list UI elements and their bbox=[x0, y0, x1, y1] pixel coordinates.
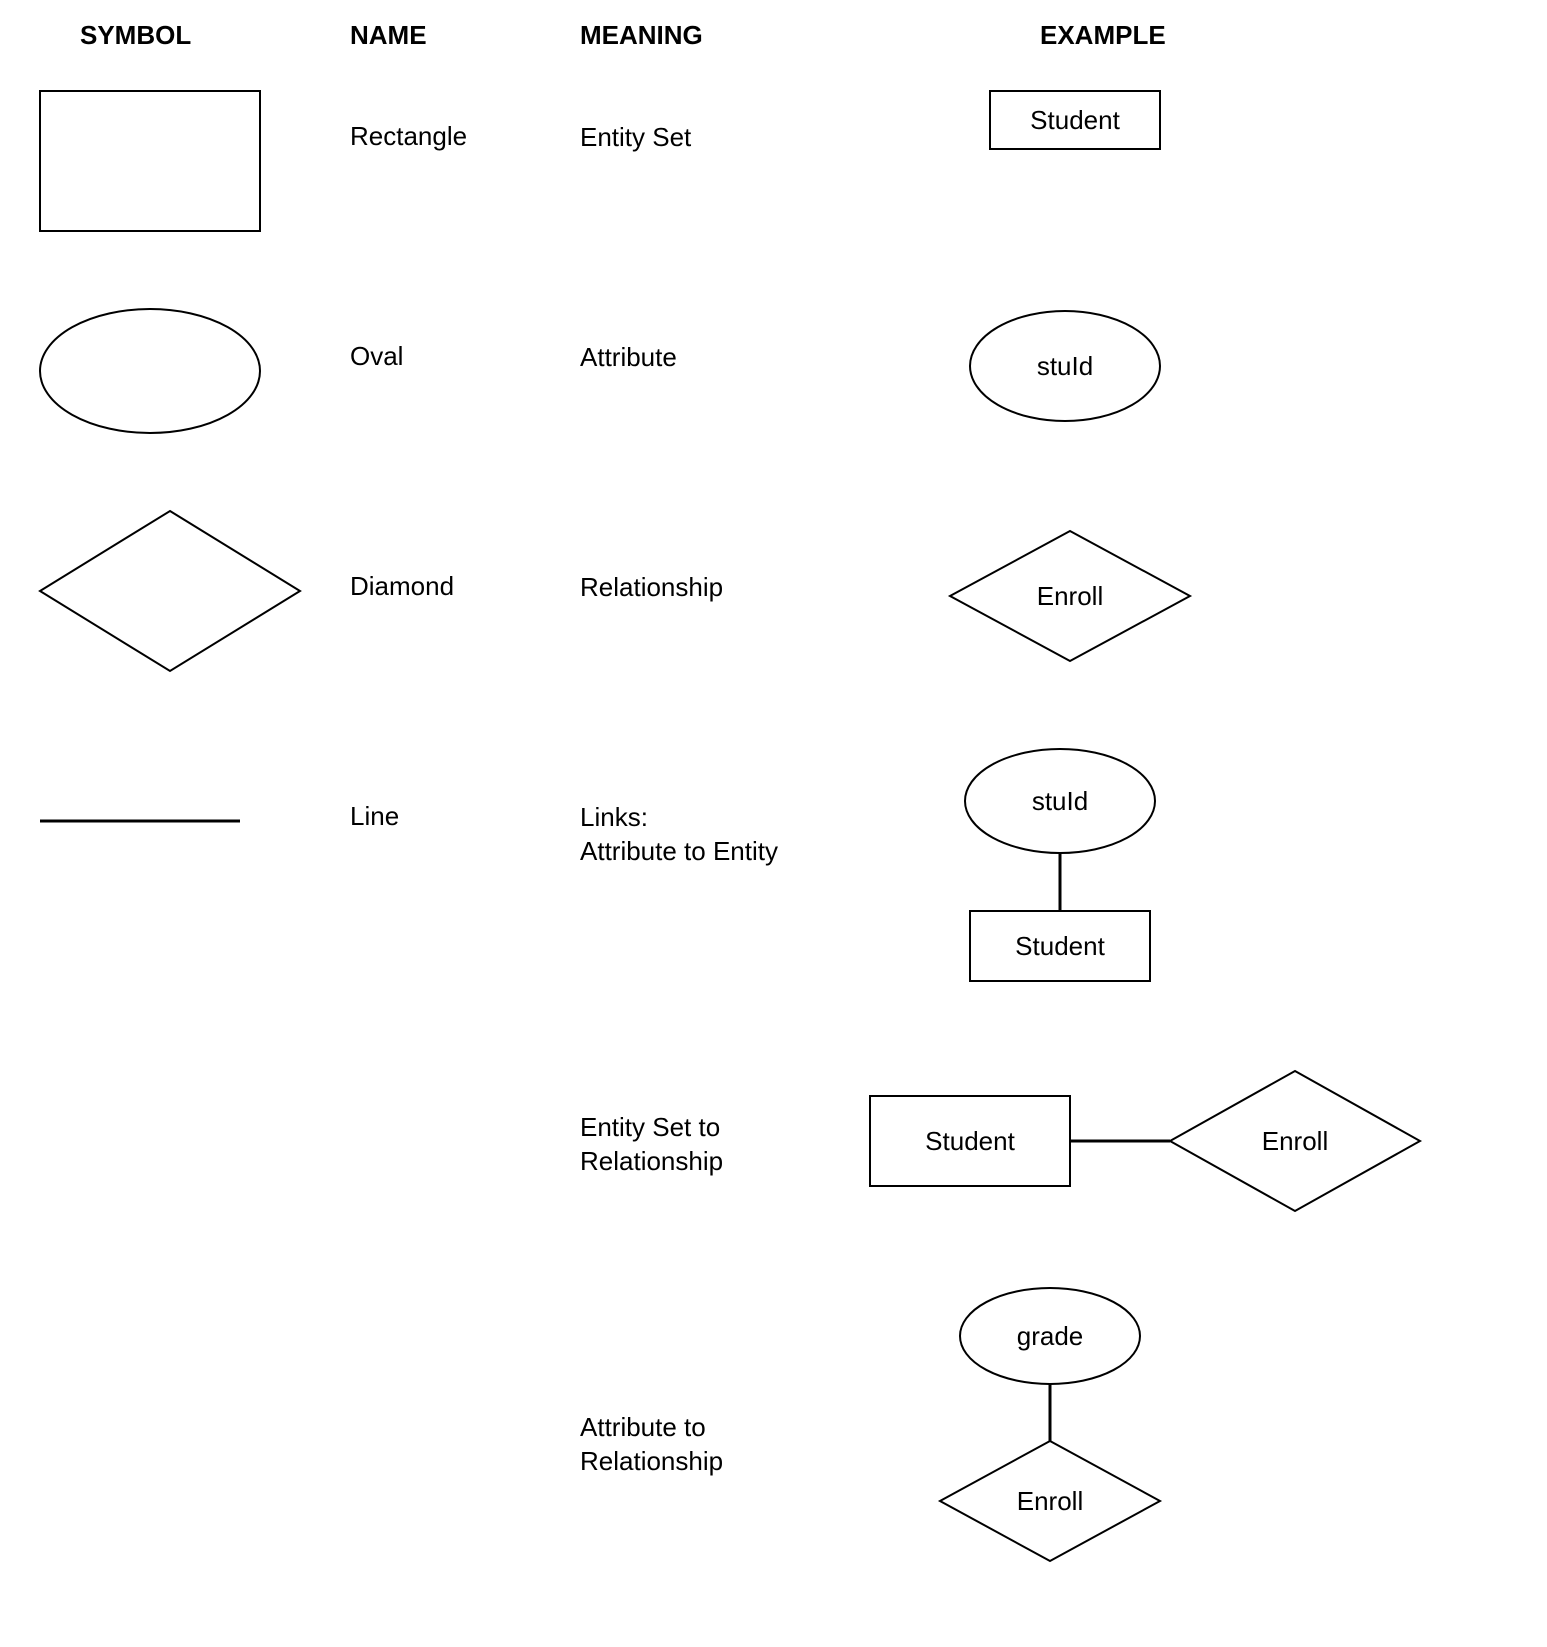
name-rectangle: Rectangle bbox=[350, 81, 580, 152]
example-line-rect-label: Student bbox=[1015, 931, 1105, 961]
example-ar-oval-label: grade bbox=[1017, 1321, 1084, 1351]
example-er-diamond-label: Enroll bbox=[1262, 1126, 1328, 1156]
row-entity-to-rel: Entity Set to Relationship Student Enrol… bbox=[30, 1061, 1517, 1221]
row-rectangle: Rectangle Entity Set Student bbox=[30, 81, 1517, 241]
row-attr-to-rel: Attribute to Relationship grade Enroll bbox=[30, 1281, 1517, 1581]
example-entity-to-rel: Student Enroll bbox=[860, 1061, 1517, 1221]
example-line-oval-label: stuId bbox=[1032, 786, 1088, 816]
name-diamond: Diamond bbox=[350, 501, 580, 602]
header-name: NAME bbox=[350, 20, 580, 51]
example-attr-to-rel: grade Enroll bbox=[860, 1281, 1517, 1581]
example-line-attr-entity: stuId Student bbox=[860, 741, 1517, 1001]
header-row: SYMBOL NAME MEANING EXAMPLE bbox=[30, 20, 1517, 51]
meaning-rectangle: Entity Set bbox=[580, 81, 860, 155]
header-example: EXAMPLE bbox=[860, 20, 1166, 51]
row-diamond: Diamond Relationship Enroll bbox=[30, 501, 1517, 681]
name-oval: Oval bbox=[350, 301, 580, 372]
symbol-diamond bbox=[30, 501, 350, 681]
meaning-diamond: Relationship bbox=[580, 501, 860, 605]
example-rectangle: Student bbox=[860, 81, 1517, 159]
meaning-attr-to-rel: Attribute to Relationship bbox=[580, 1281, 860, 1479]
header-meaning: MEANING bbox=[580, 20, 860, 51]
row-line: Line Links: Attribute to Entity stuId St… bbox=[30, 741, 1517, 1001]
meaning-oval: Attribute bbox=[580, 301, 860, 375]
example-diamond: Enroll bbox=[860, 501, 1517, 671]
name-line: Line bbox=[350, 741, 580, 832]
example-oval-label: stuId bbox=[1037, 351, 1093, 381]
example-diamond-label: Enroll bbox=[1037, 581, 1103, 611]
meaning-line: Links: Attribute to Entity bbox=[580, 741, 860, 869]
header-symbol: SYMBOL bbox=[30, 20, 350, 51]
row-oval: Oval Attribute stuId bbox=[30, 301, 1517, 441]
symbol-line bbox=[30, 741, 350, 831]
example-ar-diamond-label: Enroll bbox=[1017, 1486, 1083, 1516]
example-er-rect-label: Student bbox=[925, 1126, 1015, 1156]
symbol-oval bbox=[30, 301, 350, 441]
symbol-rectangle bbox=[30, 81, 350, 241]
meaning-entity-to-rel: Entity Set to Relationship bbox=[580, 1061, 860, 1179]
example-rectangle-label: Student bbox=[1030, 105, 1120, 135]
example-oval: stuId bbox=[860, 301, 1517, 431]
